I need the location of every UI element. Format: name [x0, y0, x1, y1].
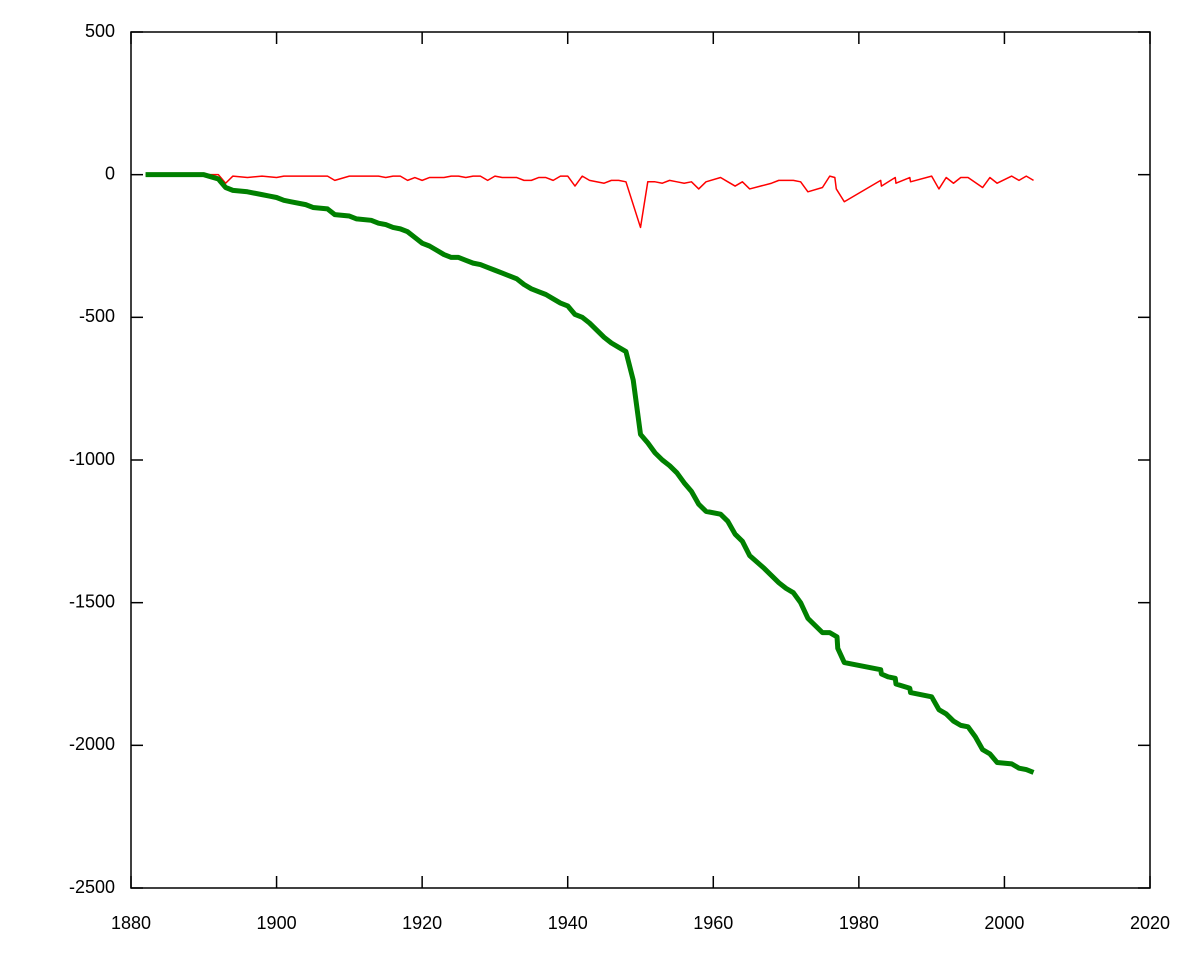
x-tick-label: 2000	[984, 913, 1024, 933]
x-tick-label: 1980	[839, 913, 879, 933]
y-tick-label: -1000	[69, 449, 115, 469]
x-tick-label: 1940	[548, 913, 588, 933]
y-tick-label: -1500	[69, 591, 115, 611]
x-tick-label: 1920	[402, 913, 442, 933]
y-tick-label: -500	[79, 306, 115, 326]
x-tick-label: 2020	[1130, 913, 1170, 933]
x-tick-label: 1960	[693, 913, 733, 933]
y-tick-label: -2000	[69, 734, 115, 754]
x-tick-label: 1900	[257, 913, 297, 933]
series-line	[145, 173, 1034, 229]
y-tick-label: 500	[85, 21, 115, 41]
y-tick-label: -2500	[69, 877, 115, 897]
x-tick-label: 1880	[111, 913, 151, 933]
series-line	[145, 172, 1035, 775]
y-tick-label: 0	[105, 163, 115, 183]
